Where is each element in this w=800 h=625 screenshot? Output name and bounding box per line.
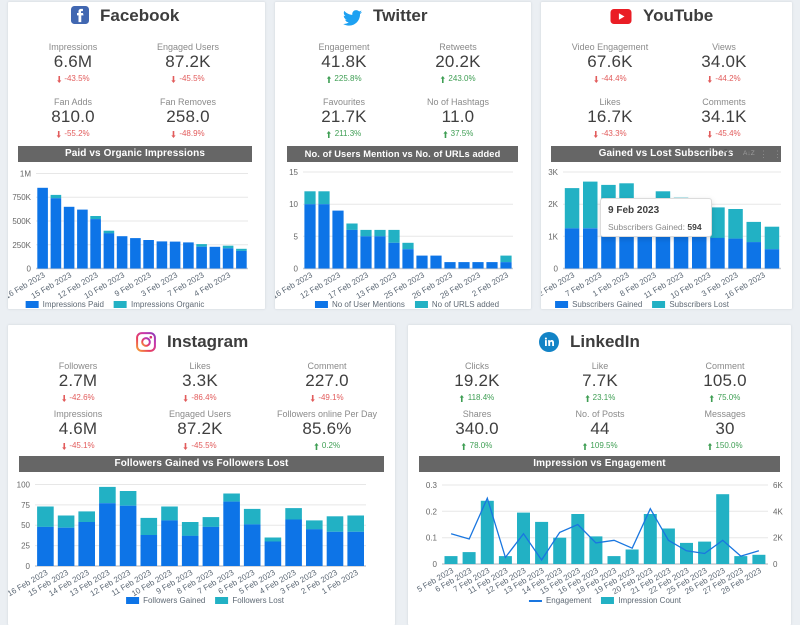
svg-text:25: 25 bbox=[21, 542, 30, 551]
svg-text:0.1: 0.1 bbox=[426, 534, 438, 543]
svg-text:0: 0 bbox=[294, 265, 299, 274]
svg-text:5: 5 bbox=[294, 232, 299, 241]
svg-text:250K: 250K bbox=[12, 241, 31, 250]
svg-text:0: 0 bbox=[27, 265, 32, 274]
svg-text:0: 0 bbox=[26, 562, 31, 571]
svg-text:2K: 2K bbox=[773, 534, 783, 543]
svg-text:0: 0 bbox=[433, 560, 438, 569]
svg-text:750K: 750K bbox=[12, 193, 31, 202]
svg-text:1K: 1K bbox=[548, 232, 558, 241]
svg-text:0: 0 bbox=[554, 265, 559, 274]
svg-text:15: 15 bbox=[289, 168, 298, 177]
svg-text:6K: 6K bbox=[773, 481, 783, 490]
svg-text:1M: 1M bbox=[20, 170, 31, 179]
svg-text:0.2: 0.2 bbox=[426, 507, 438, 516]
svg-text:10: 10 bbox=[289, 200, 298, 209]
svg-text:0: 0 bbox=[773, 560, 778, 569]
svg-text:3K: 3K bbox=[548, 168, 558, 177]
svg-text:500K: 500K bbox=[12, 217, 31, 226]
svg-text:100: 100 bbox=[17, 481, 31, 490]
svg-text:2K: 2K bbox=[548, 200, 558, 209]
svg-text:0.3: 0.3 bbox=[426, 481, 438, 490]
svg-text:75: 75 bbox=[21, 501, 30, 510]
svg-text:4K: 4K bbox=[773, 507, 783, 516]
svg-text:50: 50 bbox=[21, 521, 30, 530]
